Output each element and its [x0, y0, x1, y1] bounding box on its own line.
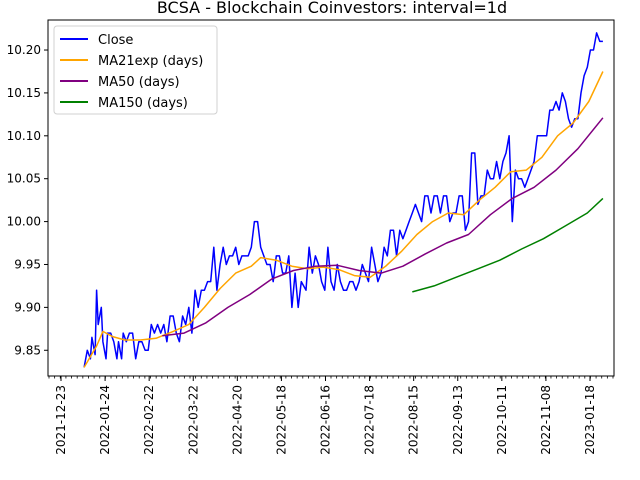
x-tick-label: 2022-06-16 [319, 385, 333, 455]
series-line-1 [83, 71, 604, 368]
x-tick-label: 2022-10-11 [495, 385, 509, 455]
x-tick-label: 2022-05-18 [274, 385, 288, 455]
legend-label: MA50 (days) [98, 75, 180, 90]
x-tick-label: 2022-04-20 [230, 385, 244, 455]
x-axis: 2021-12-23 2022-01-24 2022-02-22 2022-03-22… [48, 376, 614, 455]
y-tick-label: 9.90 [14, 300, 41, 314]
y-tick-label: 10.05 [7, 172, 41, 186]
legend: Close MA21exp (days) MA50 (days) MA150 (day… [53, 25, 218, 115]
y-tick-label: 10.00 [7, 215, 41, 229]
x-tick-label: 2022-01-24 [98, 385, 112, 455]
x-tick-label: 2022-03-22 [186, 385, 200, 455]
legend-frame [53, 25, 218, 115]
y-tick-label: 9.85 [14, 343, 41, 357]
x-tick-label: 2022-09-13 [451, 385, 465, 455]
x-tick-label: 2022-02-22 [142, 385, 156, 455]
series-line-2 [162, 117, 604, 337]
x-tick-label: 2021-12-23 [54, 385, 68, 455]
y-tick-label: 10.15 [7, 86, 41, 100]
legend-label: Close [98, 33, 133, 48]
x-tick-label: 2022-08-15 [407, 385, 421, 455]
chart-title: BCSA - Blockchain Coinvestors: interval=… [157, 0, 507, 17]
legend-label: MA21exp (days) [98, 54, 203, 69]
x-tick-label: 2022-07-18 [363, 385, 377, 455]
series-layer [83, 32, 604, 368]
legend-label: MA150 (days) [98, 96, 188, 111]
y-axis: 9.85 9.90 9.95 10.00 10.05 10.10 10.15 10.20 [7, 43, 48, 357]
x-tick-label: 2023-01-18 [583, 385, 597, 455]
series-line-3 [412, 197, 604, 293]
y-tick-label: 10.10 [7, 129, 41, 143]
y-tick-label: 9.95 [14, 257, 41, 271]
y-tick-label: 10.20 [7, 43, 41, 57]
x-tick-label: 2022-11-08 [539, 385, 553, 455]
series-line-0 [83, 32, 603, 368]
